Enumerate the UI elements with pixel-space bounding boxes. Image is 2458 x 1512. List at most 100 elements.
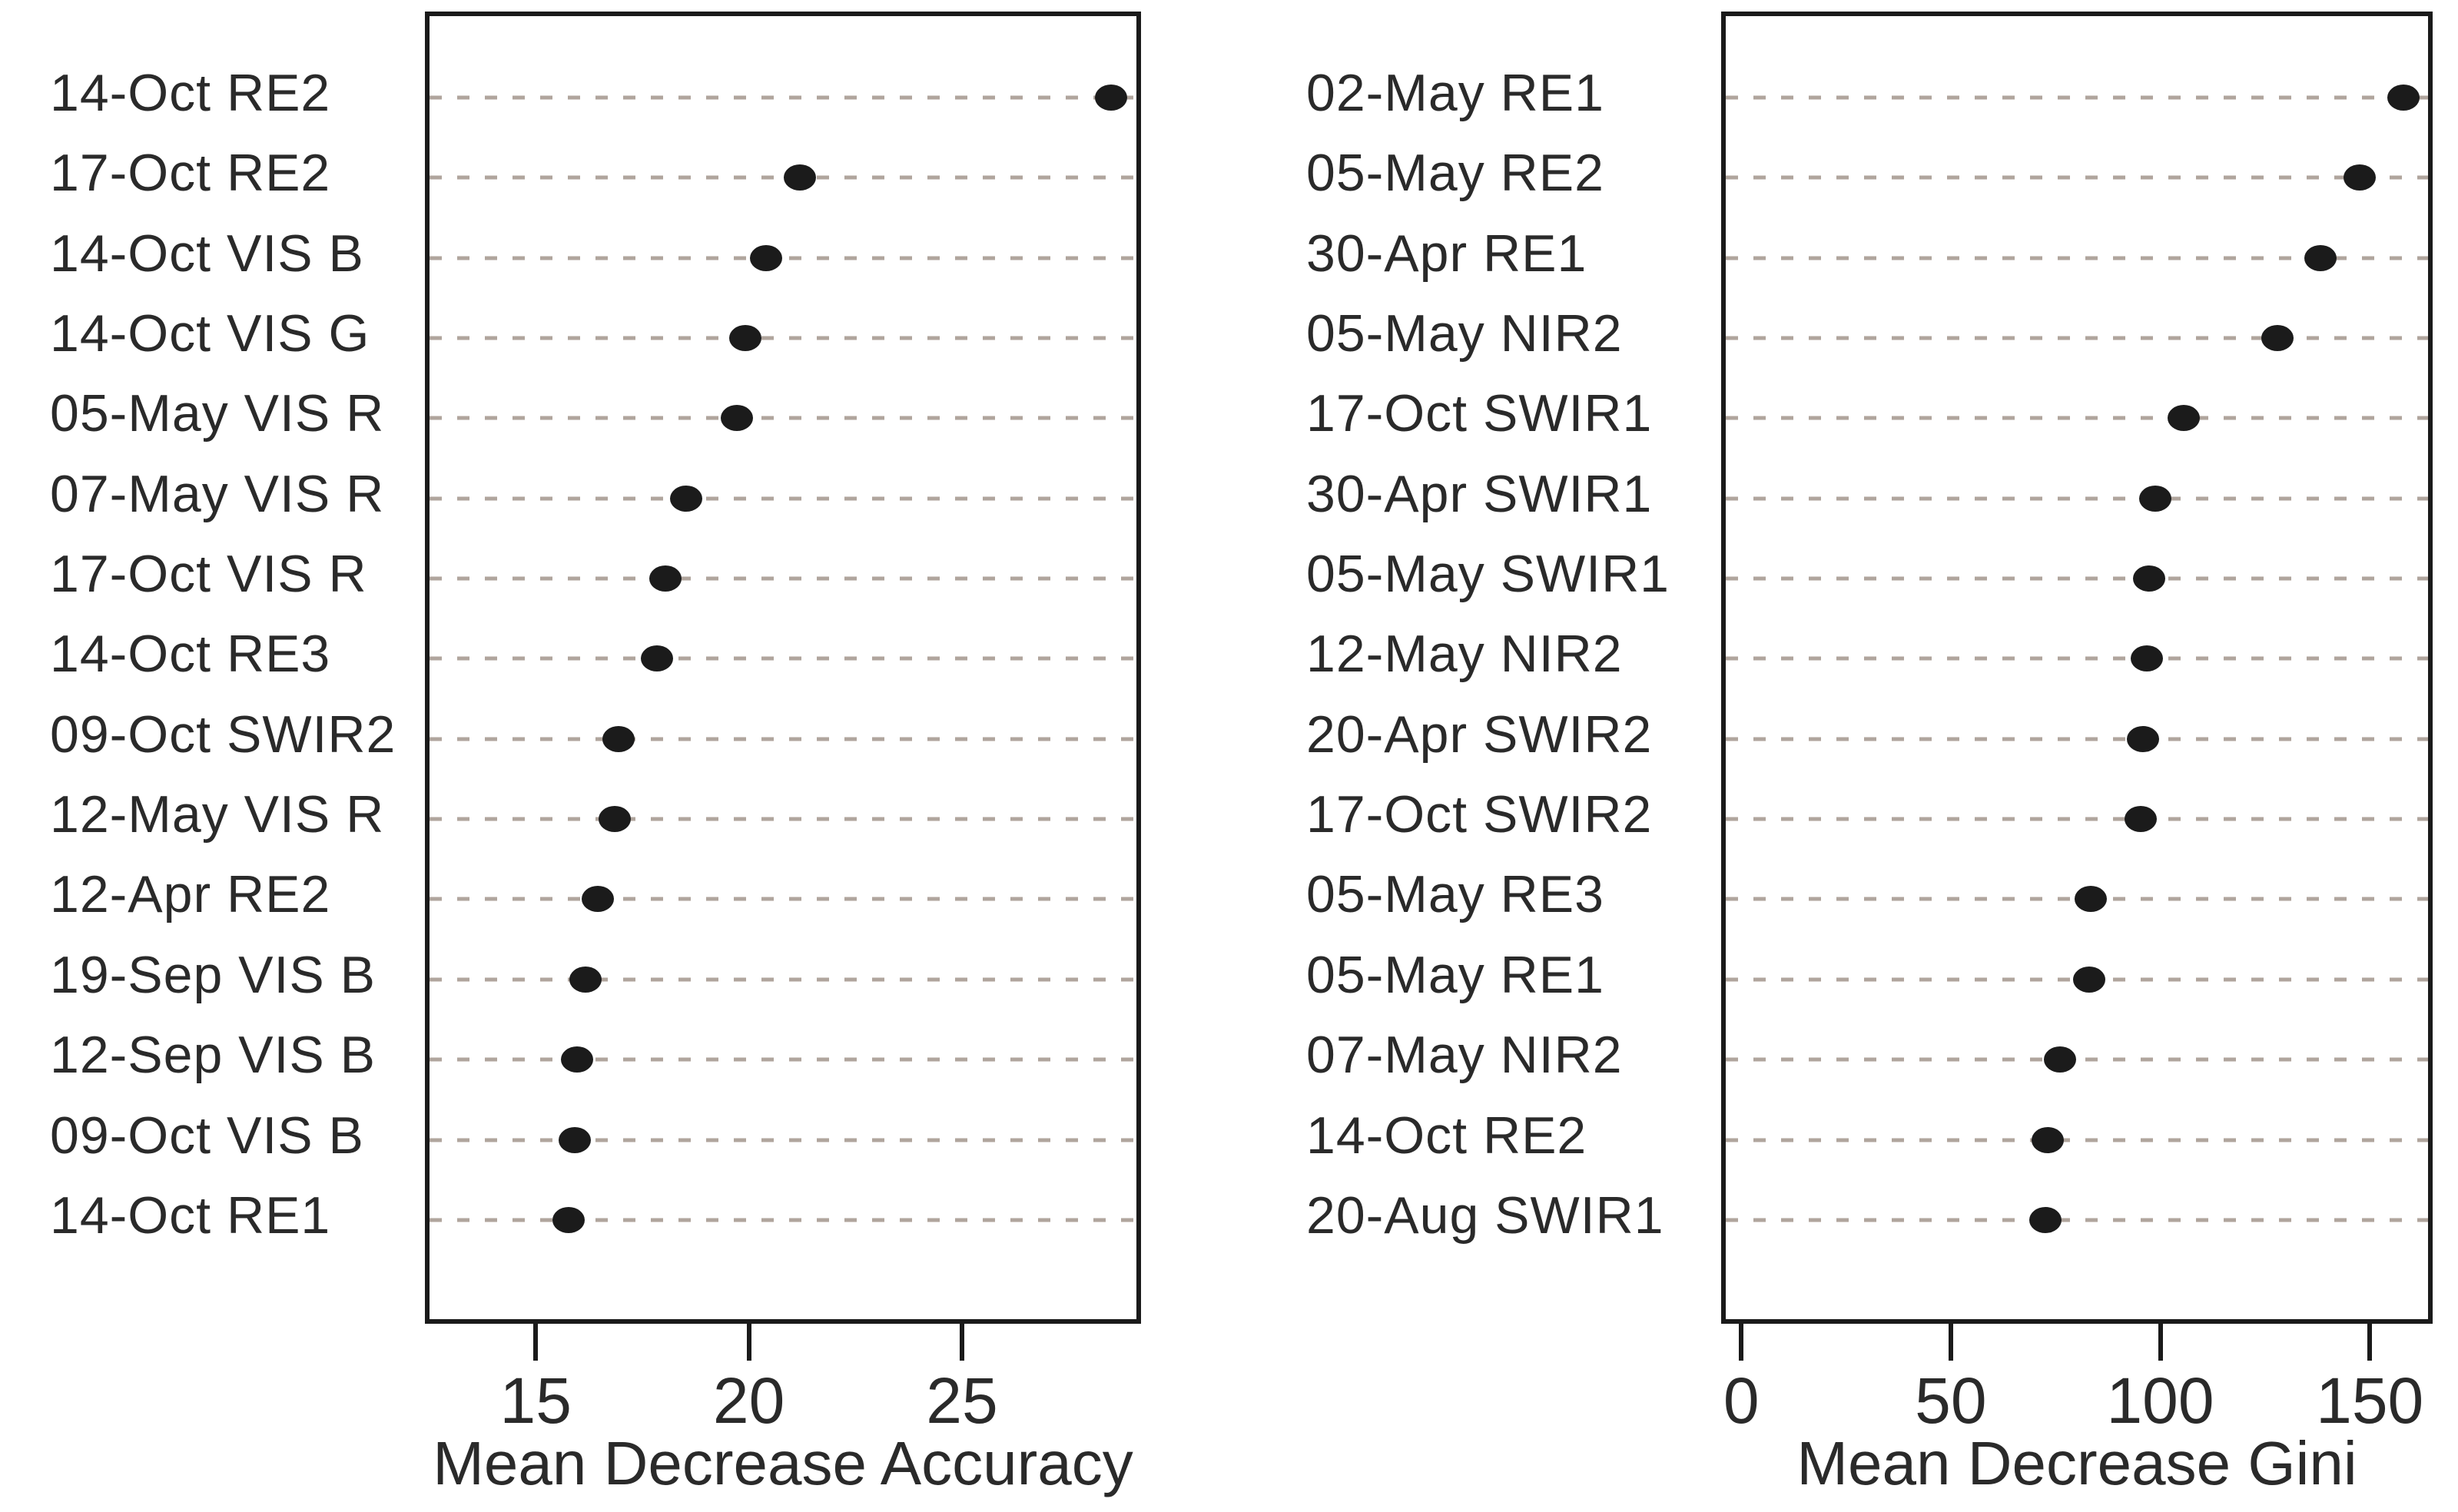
- data-point-dot: [640, 645, 673, 672]
- y-axis-label: 05-May SWIR1: [1306, 545, 1670, 604]
- dashed-gridline: [1726, 496, 2428, 501]
- data-point-dot: [1095, 84, 1128, 111]
- data-point-dot: [2387, 84, 2420, 111]
- dashed-gridline: [1726, 817, 2428, 821]
- x-tick-label: 100: [2106, 1364, 2214, 1437]
- dashed-gridline: [1726, 336, 2428, 340]
- y-axis-label: 20-Apr SWIR2: [1306, 705, 1653, 764]
- y-axis-label: 02-May RE1: [1306, 63, 1604, 122]
- y-axis-label: 30-Apr RE1: [1306, 224, 1587, 283]
- y-axis-label: 14-Oct VIS B: [50, 224, 364, 283]
- dashed-gridline: [1726, 1057, 2428, 1062]
- data-point-dot: [582, 886, 615, 913]
- y-axis-label: 14-Oct RE3: [50, 625, 331, 684]
- x-axis-title-accuracy: Mean Decrease Accuracy: [433, 1429, 1133, 1497]
- dashed-gridline: [430, 656, 1136, 661]
- x-tick-mark: [746, 1324, 751, 1361]
- dashed-gridline: [430, 416, 1136, 420]
- dashed-gridline: [1726, 576, 2428, 581]
- data-point-dot: [552, 1206, 585, 1233]
- data-point-dot: [2344, 164, 2377, 191]
- y-axis-label: 14-Oct RE2: [1306, 1106, 1587, 1165]
- x-tick-mark: [2367, 1324, 2373, 1361]
- y-axis-label: 05-May RE2: [1306, 144, 1604, 203]
- x-tick-mark: [1739, 1324, 1744, 1361]
- x-tick-mark: [960, 1324, 964, 1361]
- dashed-gridline: [430, 1218, 1136, 1222]
- y-axis-label: 07-May NIR2: [1306, 1026, 1623, 1085]
- data-point-dot: [728, 324, 761, 351]
- data-point-dot: [2132, 565, 2165, 592]
- data-point-dot: [569, 966, 602, 993]
- y-axis-label: 12-Sep VIS B: [50, 1026, 376, 1085]
- dashed-gridline: [1726, 1138, 2428, 1142]
- y-axis-label: 09-Oct VIS B: [50, 1106, 364, 1165]
- data-point-dot: [2261, 324, 2294, 351]
- y-axis-label: 17-Oct SWIR1: [1306, 384, 1653, 443]
- data-point-dot: [2130, 645, 2163, 672]
- data-point-dot: [2304, 244, 2337, 271]
- data-point-dot: [720, 405, 753, 432]
- dashed-gridline: [430, 256, 1136, 260]
- plot-area-gini: [1721, 12, 2433, 1324]
- data-point-dot: [2138, 485, 2171, 512]
- dashed-gridline: [430, 737, 1136, 741]
- y-axis-label: 20-Aug SWIR1: [1306, 1185, 1664, 1245]
- x-axis-accuracy: 15 20 25: [425, 1324, 1141, 1477]
- data-point-dot: [2168, 405, 2201, 432]
- data-point-dot: [560, 1046, 593, 1073]
- x-tick-label: 50: [1915, 1364, 1987, 1437]
- x-tick-label: 150: [2316, 1364, 2424, 1437]
- y-axis-labels-accuracy: 14-Oct RE2 17-Oct RE2 14-Oct VIS B 14-Oct V…: [50, 12, 419, 1324]
- y-axis-label: 17-Oct SWIR2: [1306, 785, 1653, 844]
- dashed-gridline: [1726, 656, 2428, 661]
- y-axis-label: 05-May RE1: [1306, 945, 1604, 1004]
- x-axis-title-gini: Mean Decrease Gini: [1796, 1429, 2357, 1497]
- plot-area-accuracy: [425, 12, 1141, 1324]
- dashed-gridline: [1726, 737, 2428, 741]
- x-tick-label: 25: [926, 1364, 998, 1437]
- dashed-gridline: [430, 95, 1136, 100]
- data-point-dot: [2029, 1206, 2062, 1233]
- data-point-dot: [2031, 1126, 2064, 1153]
- data-point-dot: [2126, 725, 2159, 752]
- x-axis-gini: 0 50 100 150: [1721, 1324, 2433, 1477]
- y-axis-label: 12-Apr RE2: [50, 865, 331, 924]
- x-tick-mark: [1948, 1324, 1953, 1361]
- x-tick-mark: [533, 1324, 539, 1361]
- x-tick-label: 15: [499, 1364, 572, 1437]
- data-point-dot: [2124, 806, 2157, 833]
- y-axis-label: 07-May VIS R: [50, 464, 385, 523]
- dashed-gridline: [1726, 175, 2428, 180]
- y-axis-label: 12-May NIR2: [1306, 625, 1623, 684]
- data-point-dot: [602, 725, 635, 752]
- y-axis-label: 09-Oct SWIR2: [50, 705, 396, 764]
- dashed-gridline: [430, 1138, 1136, 1142]
- y-axis-label: 05-May VIS R: [50, 384, 385, 443]
- data-point-dot: [598, 806, 631, 833]
- y-axis-label: 19-Sep VIS B: [50, 945, 376, 1004]
- data-point-dot: [2043, 1046, 2076, 1073]
- y-axis-label: 14-Oct RE2: [50, 63, 331, 122]
- x-tick-label: 0: [1723, 1364, 1760, 1437]
- y-axis-label: 14-Oct RE1: [50, 1185, 331, 1245]
- y-axis-label: 17-Oct VIS R: [50, 545, 367, 604]
- data-point-dot: [783, 164, 816, 191]
- dashed-gridline: [1726, 1218, 2428, 1222]
- y-axis-label: 12-May VIS R: [50, 785, 385, 844]
- dashed-gridline: [430, 817, 1136, 821]
- data-point-dot: [649, 565, 682, 592]
- y-axis-label: 17-Oct RE2: [50, 144, 331, 203]
- y-axis-label: 30-Apr SWIR1: [1306, 464, 1653, 523]
- data-point-dot: [2072, 966, 2105, 993]
- y-axis-label: 05-May RE3: [1306, 865, 1604, 924]
- dashed-gridline: [1726, 416, 2428, 420]
- dashed-gridline: [430, 1057, 1136, 1062]
- dashed-gridline: [1726, 256, 2428, 260]
- dashed-gridline: [430, 336, 1136, 340]
- dashed-gridline: [430, 576, 1136, 581]
- dashed-gridline: [430, 897, 1136, 901]
- y-axis-label: 14-Oct VIS G: [50, 303, 370, 363]
- data-point-dot: [670, 485, 703, 512]
